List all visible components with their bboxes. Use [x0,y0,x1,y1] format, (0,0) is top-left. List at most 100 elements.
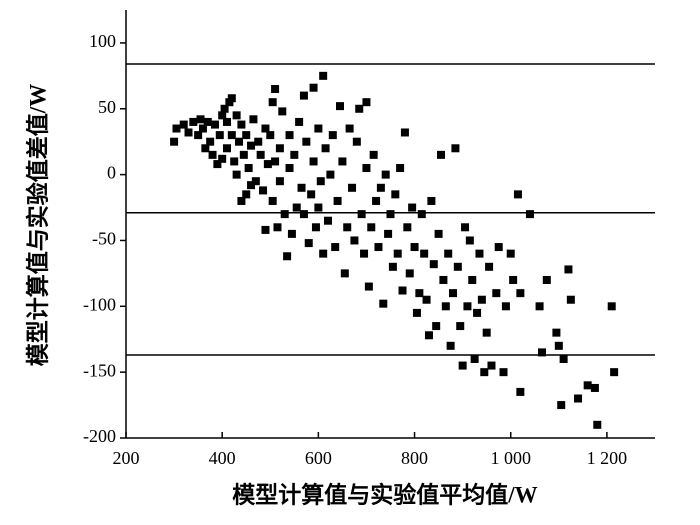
point [552,328,561,337]
x-tick-label: 200 [113,448,140,468]
point [420,249,429,258]
point [593,420,602,429]
point [465,236,474,245]
point [227,131,236,140]
point [362,98,371,107]
point [237,196,246,205]
point [610,368,619,377]
point [254,137,263,146]
point [321,144,330,153]
point [227,94,236,103]
point [499,368,508,377]
point [338,157,347,166]
point [244,164,253,173]
y-tick-label: -100 [83,294,116,314]
point [316,177,325,186]
x-tick-label: 400 [209,448,236,468]
point [427,196,436,205]
point [410,243,419,252]
point [314,203,323,212]
point [170,137,179,146]
point [251,177,260,186]
point [424,331,433,340]
point [292,203,301,212]
x-tick-label: 1 000 [490,448,531,468]
point [415,289,424,298]
point [374,243,383,252]
point [285,164,294,173]
point [355,104,364,113]
point [239,150,248,159]
point [283,252,292,261]
point [348,183,357,192]
y-tick-label: -200 [83,426,116,446]
point [456,322,465,331]
point [564,265,573,274]
point [297,183,306,192]
point [323,216,332,225]
point [384,229,393,238]
point [485,262,494,271]
point [525,210,534,219]
point [369,150,378,159]
point [480,368,489,377]
y-tick-label: -50 [92,229,116,249]
point [304,239,313,248]
point [537,348,546,357]
point [557,401,566,410]
point [261,225,270,234]
point [208,150,217,159]
point [295,117,304,126]
point [268,196,277,205]
point [307,190,316,199]
point [408,203,417,212]
point [559,354,568,363]
point [470,354,479,363]
point [362,164,371,173]
point [477,295,486,304]
point [189,117,198,126]
point [412,308,421,317]
point [218,111,227,120]
point [271,85,280,94]
point [391,190,400,199]
point [487,361,496,370]
point [222,117,231,126]
point [326,170,335,179]
point [360,249,369,258]
point [516,387,525,396]
point [509,275,518,284]
point [259,186,268,195]
y-tick-label: 100 [89,31,116,51]
point [482,328,491,337]
point [436,150,445,159]
point [554,341,563,350]
point [280,210,289,219]
point [388,262,397,271]
point [263,160,272,169]
point [446,341,455,350]
point [364,282,373,291]
point [417,210,426,219]
point [607,302,616,311]
point [172,124,181,133]
x-tick-label: 1 200 [587,448,628,468]
point [215,131,224,140]
point [345,124,354,133]
point [287,229,296,238]
point [352,137,361,146]
point [331,243,340,252]
point [429,260,438,269]
point [273,223,282,232]
point [249,115,258,124]
point [566,295,575,304]
point [319,71,328,80]
point [198,124,207,133]
point [501,302,510,311]
point [242,131,251,140]
point [475,249,484,258]
point [386,210,395,219]
point [494,243,503,252]
